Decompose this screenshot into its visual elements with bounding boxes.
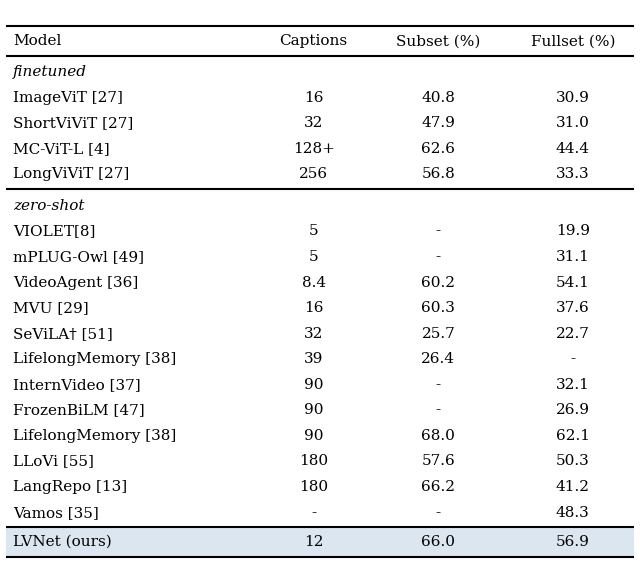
Text: 32: 32 xyxy=(304,116,323,130)
Text: 62.1: 62.1 xyxy=(556,429,590,443)
Text: 31.0: 31.0 xyxy=(556,116,589,130)
Text: 60.2: 60.2 xyxy=(421,275,456,289)
Text: LifelongMemory [38]: LifelongMemory [38] xyxy=(13,352,176,366)
Text: 41.2: 41.2 xyxy=(556,480,590,494)
Text: MVU [29]: MVU [29] xyxy=(13,301,88,315)
Text: 90: 90 xyxy=(304,378,323,392)
Text: -: - xyxy=(436,224,441,238)
Text: 39: 39 xyxy=(304,352,323,366)
Text: 33.3: 33.3 xyxy=(556,167,589,181)
Text: 37.6: 37.6 xyxy=(556,301,589,315)
Text: 50.3: 50.3 xyxy=(556,454,589,468)
Text: 48.3: 48.3 xyxy=(556,505,589,519)
Text: 57.6: 57.6 xyxy=(422,454,455,468)
Text: mPLUG-Owl [49]: mPLUG-Owl [49] xyxy=(13,250,144,264)
Text: LLoVi [55]: LLoVi [55] xyxy=(13,454,93,468)
Text: VideoAgent [36]: VideoAgent [36] xyxy=(13,275,138,289)
Text: 16: 16 xyxy=(304,301,323,315)
Text: 19.9: 19.9 xyxy=(556,224,590,238)
Text: MC-ViT-L [4]: MC-ViT-L [4] xyxy=(13,142,109,156)
Text: 26.4: 26.4 xyxy=(421,352,456,366)
Text: 180: 180 xyxy=(299,480,328,494)
Text: 30.9: 30.9 xyxy=(556,91,589,105)
Text: 5: 5 xyxy=(308,250,319,264)
Text: 26.9: 26.9 xyxy=(556,403,590,417)
Bar xyxy=(6,528,634,557)
Text: 256: 256 xyxy=(299,167,328,181)
Text: -: - xyxy=(436,250,441,264)
Text: -: - xyxy=(436,378,441,392)
Text: -: - xyxy=(311,505,316,519)
Text: Captions: Captions xyxy=(280,34,348,48)
Text: 56.9: 56.9 xyxy=(556,535,589,549)
Text: VIOLET[8]: VIOLET[8] xyxy=(13,224,95,238)
Text: zero-shot: zero-shot xyxy=(13,199,84,213)
Text: 22.7: 22.7 xyxy=(556,327,589,340)
Text: 44.4: 44.4 xyxy=(556,142,590,156)
Text: 32.1: 32.1 xyxy=(556,378,589,392)
Text: 5: 5 xyxy=(308,224,319,238)
Text: InternVideo [37]: InternVideo [37] xyxy=(13,378,140,392)
Text: ImageViT [27]: ImageViT [27] xyxy=(13,91,123,105)
Text: Model: Model xyxy=(13,34,61,48)
Text: 66.2: 66.2 xyxy=(421,480,456,494)
Text: 56.8: 56.8 xyxy=(422,167,455,181)
Text: 68.0: 68.0 xyxy=(422,429,455,443)
Text: 180: 180 xyxy=(299,454,328,468)
Text: 40.8: 40.8 xyxy=(422,91,455,105)
Text: 60.3: 60.3 xyxy=(422,301,455,315)
Text: LifelongMemory [38]: LifelongMemory [38] xyxy=(13,429,176,443)
Text: 12: 12 xyxy=(304,535,323,549)
Text: -: - xyxy=(436,403,441,417)
Text: LongViViT [27]: LongViViT [27] xyxy=(13,167,129,181)
Text: 54.1: 54.1 xyxy=(556,275,589,289)
Text: Fullset (%): Fullset (%) xyxy=(531,34,615,48)
Text: 62.6: 62.6 xyxy=(421,142,456,156)
Text: 25.7: 25.7 xyxy=(422,327,455,340)
Text: 128+: 128+ xyxy=(292,142,335,156)
Text: 47.9: 47.9 xyxy=(422,116,455,130)
Text: ShortViViT [27]: ShortViViT [27] xyxy=(13,116,133,130)
Text: SeViLA† [51]: SeViLA† [51] xyxy=(13,327,113,340)
Text: 32: 32 xyxy=(304,327,323,340)
Text: finetuned: finetuned xyxy=(13,65,87,79)
Text: 66.0: 66.0 xyxy=(421,535,456,549)
Text: Vamos [35]: Vamos [35] xyxy=(13,505,99,519)
Text: FrozenBiLM [47]: FrozenBiLM [47] xyxy=(13,403,145,417)
Text: 90: 90 xyxy=(304,403,323,417)
Text: 31.1: 31.1 xyxy=(556,250,589,264)
Text: -: - xyxy=(436,505,441,519)
Text: 90: 90 xyxy=(304,429,323,443)
Text: 16: 16 xyxy=(304,91,323,105)
Text: 8.4: 8.4 xyxy=(301,275,326,289)
Text: -: - xyxy=(570,352,575,366)
Text: LVNet (ours): LVNet (ours) xyxy=(13,535,111,549)
Text: Subset (%): Subset (%) xyxy=(396,34,481,48)
Text: LangRepo [13]: LangRepo [13] xyxy=(13,480,127,494)
